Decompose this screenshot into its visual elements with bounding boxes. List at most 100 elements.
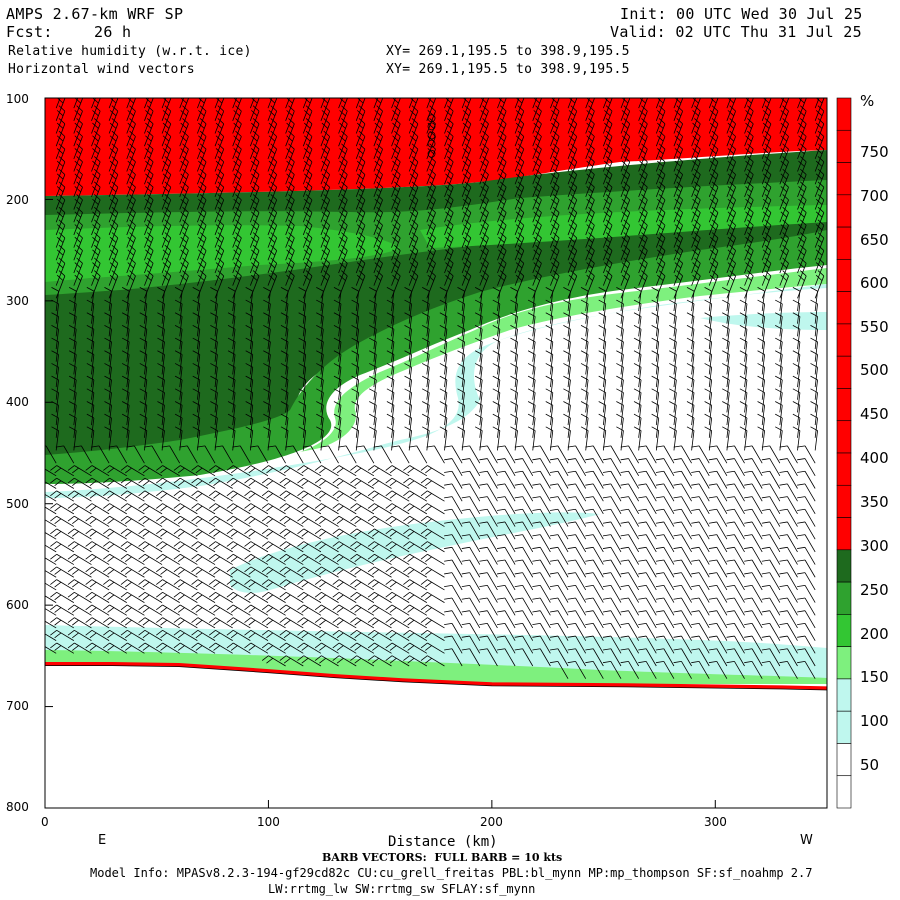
wind-barb [797, 521, 816, 540]
wind-barb [156, 477, 180, 489]
wind-barb [532, 534, 551, 553]
wind-barb [279, 541, 304, 553]
wind-barb [85, 490, 110, 502]
wind-barb [704, 337, 713, 362]
wind-barb [45, 620, 57, 629]
wind-barb [744, 572, 763, 591]
wind-barb [261, 528, 286, 540]
wind-barb [244, 528, 269, 540]
wind-barb [691, 610, 710, 629]
wind-barb [691, 521, 710, 540]
wind-barb [708, 244, 719, 274]
wind-barb [479, 98, 489, 121]
wind-barb [263, 312, 271, 337]
wind-barb [691, 483, 710, 502]
wind-barb [156, 604, 180, 616]
wind-barb [104, 350, 112, 375]
wind-barb [68, 413, 77, 438]
wind-barb [585, 622, 604, 641]
wind-barb [139, 413, 148, 438]
wind-barb [461, 206, 472, 236]
wind-barb [814, 181, 825, 210]
wind-barb [567, 219, 578, 248]
wind-barb [602, 98, 608, 109]
wind-barb [673, 130, 684, 160]
wind-barb [797, 156, 807, 185]
wind-barb [227, 337, 236, 362]
wind-barb [391, 194, 401, 223]
wind-barb [350, 477, 375, 489]
wind-barb [208, 503, 233, 515]
x-tick-label-100: 100 [257, 815, 280, 829]
wind-barb [244, 515, 269, 527]
wind-barb [708, 496, 728, 515]
wind-barb [669, 413, 677, 438]
wind-barb [173, 566, 198, 578]
wind-barb [532, 181, 542, 210]
wind-barb [422, 312, 430, 337]
wind-barb [638, 156, 648, 185]
wind-barb [549, 661, 569, 679]
wind-barb [620, 470, 639, 489]
wind-barb [191, 629, 216, 641]
wind-barb [479, 105, 489, 134]
wind-barb [45, 445, 57, 464]
wind-barb [408, 194, 419, 223]
wind-barb [686, 337, 695, 362]
wind-barb [404, 350, 412, 375]
wind-barb [739, 350, 748, 375]
wind-barb [739, 413, 748, 438]
wind-barb [638, 546, 657, 565]
wind-barb [779, 156, 789, 185]
wind-barb [338, 219, 348, 248]
wind-barb [708, 458, 728, 477]
wind-barb [420, 579, 445, 591]
wind-barb [638, 206, 648, 236]
wind-barb [385, 465, 410, 477]
wind-barb [708, 648, 728, 667]
wind-barb [726, 206, 736, 236]
wind-barb [316, 325, 324, 350]
wind-barb [208, 579, 233, 591]
wind-barb [403, 477, 428, 489]
wind-barb [126, 445, 145, 464]
wind-barb [704, 287, 713, 312]
wind-barb [263, 325, 271, 350]
wind-barb [403, 553, 428, 565]
wind-barb [210, 337, 218, 362]
plot-frame [44, 97, 828, 809]
wind-barb [391, 257, 401, 286]
wind-barb [461, 622, 481, 641]
wind-barb [91, 118, 101, 147]
forecast-label: Fcst: [6, 23, 53, 41]
wind-barb [775, 299, 783, 324]
model-title: AMPS 2.67-km WRF SP [6, 5, 184, 23]
wind-barb [316, 401, 324, 426]
wind-barb [91, 98, 96, 109]
wind-barb [355, 98, 366, 121]
wind-barb [563, 375, 571, 400]
wind-barb [457, 413, 465, 438]
wind-barb [367, 591, 392, 603]
wind-barb [457, 312, 465, 337]
wind-barb [297, 629, 322, 641]
wind-barb [285, 181, 295, 210]
wind-barb [385, 655, 410, 667]
wind-barb [120, 579, 145, 591]
wind-barb [144, 270, 154, 299]
wind-barb [673, 232, 684, 261]
wind-barb [704, 413, 713, 438]
wind-barb [232, 143, 242, 172]
wind-barb [461, 559, 481, 578]
wind-barb [638, 257, 648, 286]
valid-time: Valid: 02 UTC Thu 31 Jul 25 [610, 23, 862, 41]
wind-barb [686, 363, 695, 388]
wind-barb [297, 591, 322, 603]
wind-barb [474, 388, 483, 413]
wind-barb [157, 312, 165, 337]
wind-barb [249, 244, 260, 274]
wind-barb [408, 257, 419, 286]
wind-barb [510, 401, 518, 426]
wind-barb [156, 579, 180, 591]
wind-barb [404, 363, 412, 388]
